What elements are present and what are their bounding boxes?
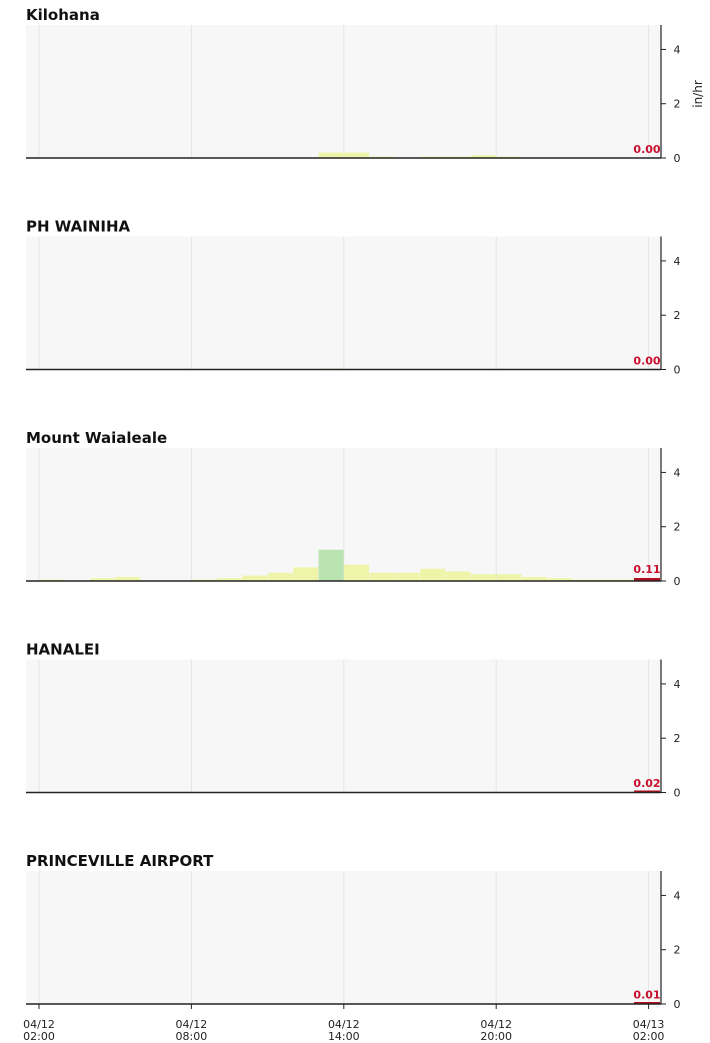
latest-value-label: 0.00 [633,143,660,156]
x-tick-time: 02:00 [23,1030,55,1043]
rain-bar [115,576,141,581]
latest-value-label: 0.11 [633,563,660,576]
rain-bar [445,571,471,581]
rain-bar [420,568,446,581]
rain-bar [344,564,369,581]
y-tick-label: 2 [674,309,681,322]
y-tick-label: 2 [674,98,681,111]
rain-bar [318,152,344,158]
latest-bar [634,790,660,793]
station-title: Mount Waialeale [26,429,167,447]
latest-value-label: 0.02 [633,777,660,790]
y-tick-label: 0 [674,998,681,1011]
latest-bar [634,578,660,581]
x-tick-date: 04/12 [328,1018,360,1031]
rain-bar [242,575,268,581]
y-tick-label: 0 [674,364,681,377]
y-tick-label: 4 [674,889,681,902]
rain-bar [521,576,547,581]
rain-bar [496,574,522,581]
rain-bar [293,567,319,581]
y-tick-label: 0 [674,152,681,165]
y-tick-label: 2 [674,732,681,745]
station-title: PRINCEVILLE AIRPORT [26,852,214,870]
rain-bar [369,572,395,581]
y-tick-label: 4 [674,678,681,691]
rain-bar [90,578,115,581]
x-tick-time: 02:00 [633,1030,665,1043]
rain-bar [471,155,496,158]
x-tick-date: 04/12 [176,1018,208,1031]
station-title: HANALEI [26,641,100,659]
rain-bar [547,578,573,581]
x-tick-date: 04/12 [23,1018,55,1031]
y-tick-label: 0 [674,787,681,800]
x-tick-time: 08:00 [176,1030,208,1043]
y-tick-label: 4 [674,43,681,56]
rain-bar [394,572,420,581]
y-tick-label: 0 [674,575,681,588]
latest-value-label: 0.01 [633,989,660,1002]
rain-bar [217,578,242,581]
y-tick-label: 4 [674,466,681,479]
y-tick-label: 4 [674,255,681,268]
rain-bar [471,574,496,581]
rain-bar [318,549,344,581]
latest-bar [634,1002,660,1004]
y-tick-label: 2 [674,944,681,957]
rain-bar [344,152,369,158]
station-title: PH WAINIHA [26,218,131,236]
x-tick-time: 20:00 [480,1030,512,1043]
station-title: Kilohana [26,6,100,24]
x-tick-time: 14:00 [328,1030,360,1043]
x-tick-date: 04/13 [633,1018,665,1031]
latest-value-label: 0.00 [633,355,660,368]
y-tick-label: 2 [674,521,681,534]
x-tick-date: 04/12 [480,1018,512,1031]
y-unit-label: in/hr [691,80,705,108]
rain-bar [267,572,293,581]
